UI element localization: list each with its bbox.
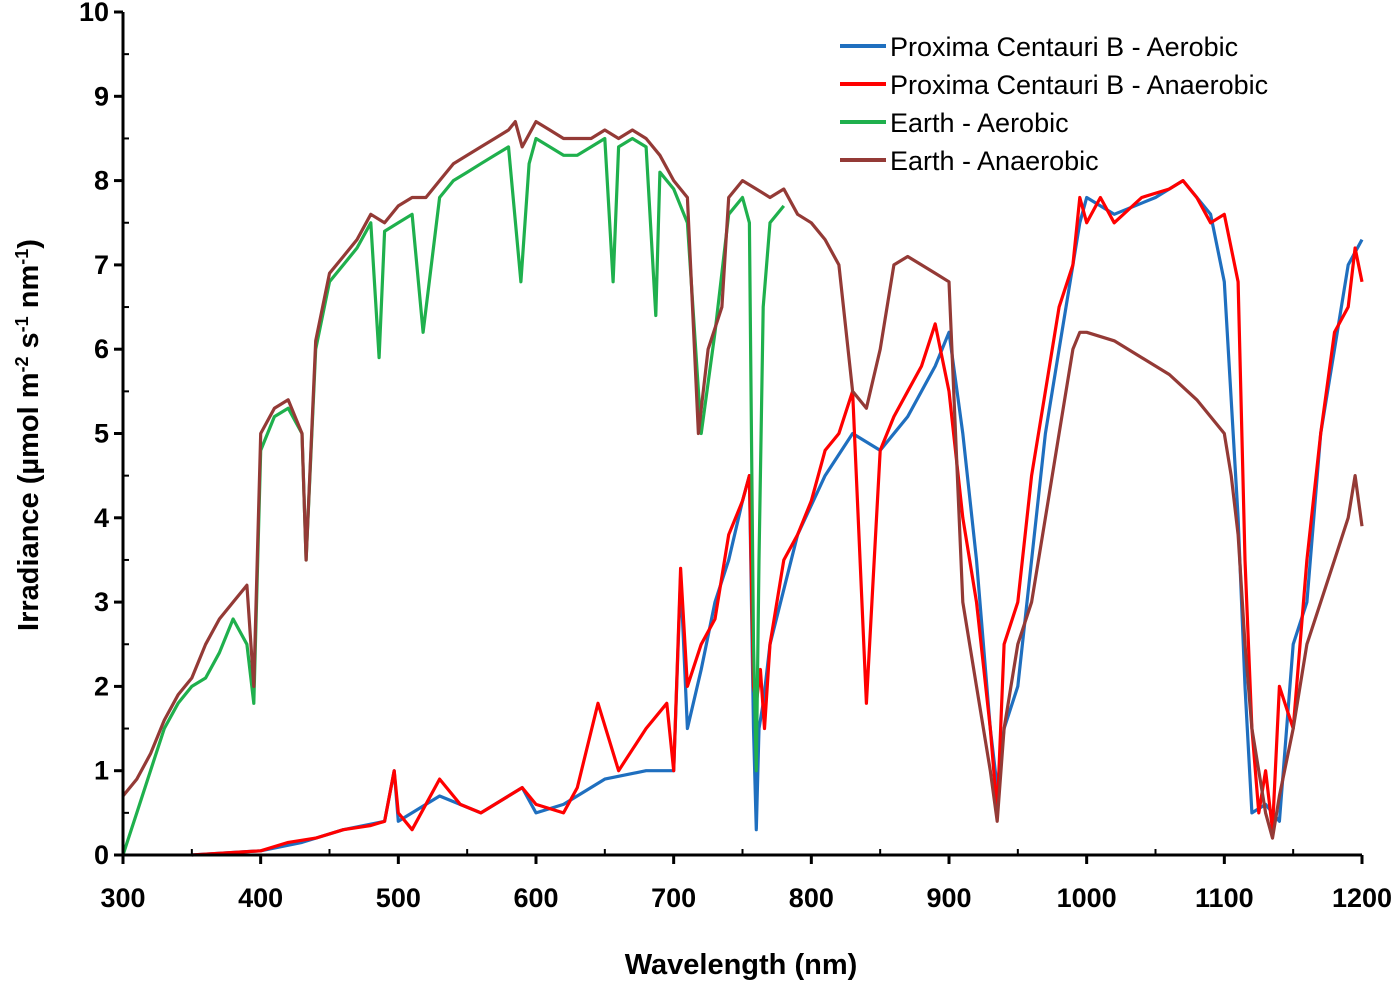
y-tick-label-4: 4 — [94, 503, 109, 533]
y-tick-label-2: 2 — [94, 671, 109, 701]
axes-layer — [114, 10, 1364, 864]
x-tick-label-8: 1100 — [1195, 883, 1254, 913]
y-tick-label-8: 8 — [94, 166, 109, 196]
legend-label-proxima-anaerobic: Proxima Centauri B - Anaerobic — [890, 70, 1268, 100]
x-tick-label-5: 800 — [789, 883, 834, 913]
y-tick-label-9: 9 — [94, 81, 109, 111]
legend-item-proxima-aerobic: Proxima Centauri B - Aerobic — [840, 32, 1238, 62]
series-line-3 — [121, 119, 1364, 840]
series-line-0 — [191, 179, 1364, 857]
y-tick-label-0: 0 — [94, 840, 109, 870]
legend-item-earth-aerobic: Earth - Aerobic — [840, 108, 1069, 138]
y-tick-label-10: 10 — [79, 0, 109, 27]
legend-label-earth-anaerobic: Earth - Anaerobic — [890, 146, 1099, 176]
x-tick-label-0: 300 — [100, 883, 145, 913]
x-tick-label-9: 1200 — [1332, 883, 1392, 913]
y-title-sup-3: -1 — [12, 249, 32, 265]
y-tick-label-1: 1 — [94, 756, 109, 786]
tick-labels: 0 1 2 3 4 5 6 7 8 9 10 300 400 500 600 700 800 900 1000 110… — [79, 0, 1392, 913]
series-layer — [121, 119, 1364, 857]
y-title-part-1: Irradiance (µmol m — [13, 373, 45, 631]
series-line-1 — [191, 179, 1364, 857]
y-title-part-3: nm — [13, 265, 45, 317]
x-tick-label-1: 400 — [238, 883, 283, 913]
legend-label-proxima-aerobic: Proxima Centauri B - Aerobic — [890, 32, 1238, 62]
y-tick-label-6: 6 — [94, 334, 109, 364]
x-tick-label-7: 1000 — [1057, 883, 1117, 913]
legend: Proxima Centauri B - Aerobic Proxima Cen… — [840, 32, 1268, 176]
y-tick-label-3: 3 — [94, 587, 109, 617]
legend-item-earth-anaerobic: Earth - Anaerobic — [840, 146, 1099, 176]
y-axis-title: Irradiance (µmol m-2 s-1 nm-1) — [12, 239, 45, 631]
x-tick-label-3: 600 — [513, 883, 558, 913]
x-tick-label-4: 700 — [651, 883, 696, 913]
x-axis-title: Wavelength (nm) — [625, 949, 858, 981]
series-line-2 — [121, 136, 786, 856]
y-title-sup-1: -2 — [12, 356, 32, 372]
x-tick-label-2: 500 — [376, 883, 421, 913]
legend-label-earth-aerobic: Earth - Aerobic — [890, 108, 1069, 138]
y-title-sup-2: -1 — [12, 316, 32, 332]
y-tick-label-5: 5 — [94, 419, 109, 449]
y-title-part-4: ) — [13, 239, 45, 249]
x-tick-label-6: 900 — [926, 883, 971, 913]
legend-item-proxima-anaerobic: Proxima Centauri B - Anaerobic — [840, 70, 1268, 100]
y-tick-label-7: 7 — [94, 250, 109, 280]
y-title-part-2: s — [13, 332, 45, 356]
